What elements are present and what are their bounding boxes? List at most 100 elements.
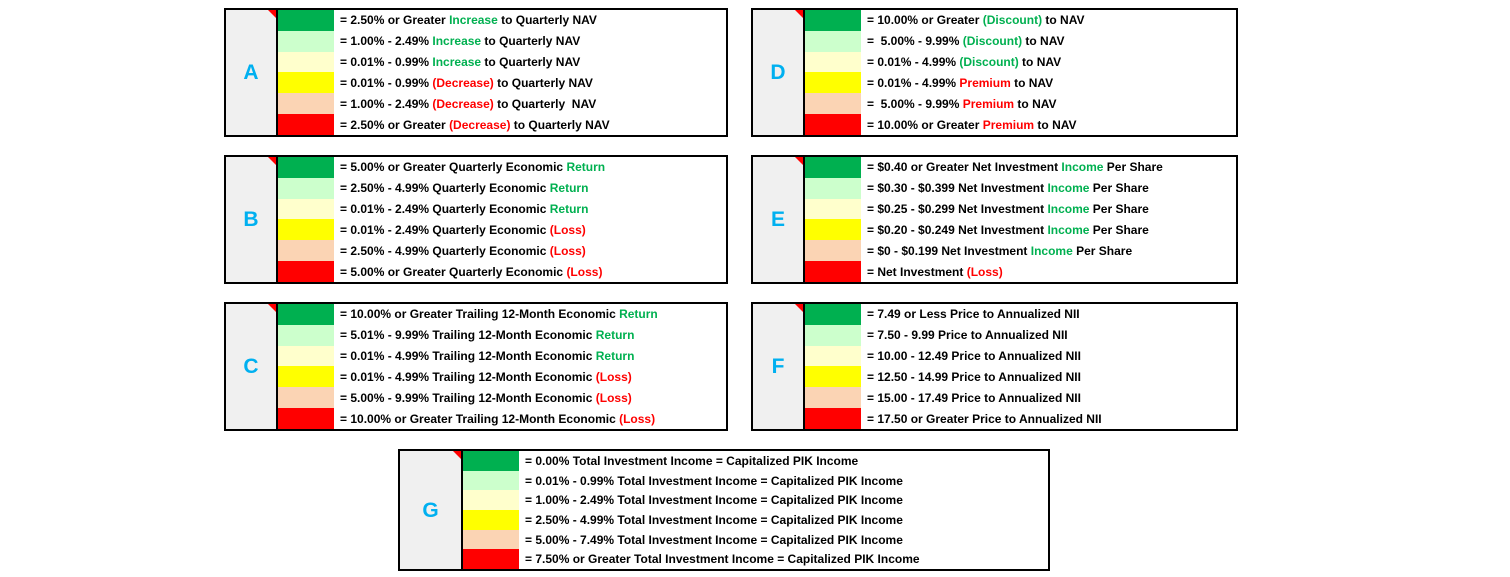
legend-text-segment: = 0.01% - 4.99% [867,75,960,90]
legend-panel-f: F = 7.49 or Less Price to Annualized NII =… [751,302,1238,431]
legend-row-text: = 7.50 - 9.99 Price to Annualized NII [861,325,1236,346]
green-swatch [278,304,334,325]
legend-row-text: = 0.01% - 4.99% Premium to NAV [861,72,1236,93]
legend-row-text: = 1.00% - 2.49% Total Investment Income … [519,490,1048,510]
legend-text-segment: = 2.50% - 4.99% Quarterly Economic [340,181,550,196]
legend-row-text: = $0 - $0.199 Net Investment Income Per … [861,240,1236,261]
legend-text-segment: = 5.01% - 9.99% Trailing 12-Month Econom… [340,328,596,343]
red-swatch [278,408,334,429]
yellow-swatch [463,510,519,530]
legend-row: = 0.01% - 2.49% Quarterly Economic (Loss… [278,219,726,241]
legend-text-segment: = 0.01% - 4.99% Trailing 12-Month Econom… [340,349,596,364]
panel-letter-cell: A [226,10,278,135]
legend-text-segment: Premium [982,117,1035,132]
legend-text-segment: = 7.49 or Less Price to Annualized NII [867,307,1080,322]
cream-swatch [805,51,861,73]
legend-text-segment: = 5.00% - 9.99% Trailing 12-Month Econom… [340,390,596,405]
legend-panel-a: A = 2.50% or Greater Increase to Quarterl… [224,8,728,137]
light-green-swatch [278,177,334,199]
legend-row: = 5.00% or Greater Quarterly Economic Re… [278,157,726,178]
legend-rows: = 10.00% or Greater Trailing 12-Month Ec… [278,304,726,429]
legend-row: = 15.00 - 17.49 Price to Annualized NII [805,387,1236,409]
green-swatch [463,451,519,471]
cream-swatch [463,490,519,511]
red-swatch [463,549,519,570]
legend-row-text: = 1.00% - 2.49% (Decrease) to Quarterly … [334,93,726,114]
cream-swatch [805,345,861,367]
legend-row: = 1.00% - 2.49% (Decrease) to Quarterly … [278,93,726,115]
legend-row: = 0.01% - 0.99% (Decrease) to Quarterly … [278,72,726,94]
red-swatch [278,261,334,282]
legend-row: = 10.00% or Greater Premium to NAV [805,114,1236,135]
legend-rows: = 10.00% or Greater (Discount) to NAV = 5… [805,10,1236,135]
legend-text-segment: Income [1047,202,1090,217]
peach-swatch [278,93,334,115]
legend-row-text: = $0.40 or Greater Net Investment Income… [861,157,1236,178]
legend-text-segment: = 10.00% or Greater Trailing 12-Month Ec… [340,307,620,322]
legend-row-text: = $0.30 - $0.399 Net Investment Income P… [861,178,1236,199]
legend-text-segment: = 10.00% or Greater Trailing 12-Month Ec… [340,411,620,426]
legend-row: = 0.01% - 4.99% Trailing 12-Month Econom… [278,366,726,388]
legend-row-text: = 7.49 or Less Price to Annualized NII [861,304,1236,325]
legend-row: = 1.00% - 2.49% Total Investment Income … [463,490,1048,511]
cream-swatch [805,198,861,220]
legend-row: = $0.25 - $0.299 Net Investment Income P… [805,198,1236,220]
panel-letter: F [771,355,785,378]
comment-marker-icon [795,304,803,312]
legend-row-text: = 10.00% or Greater Premium to NAV [861,114,1236,135]
peach-swatch [463,529,519,550]
legend-text-segment: Income [1047,222,1090,237]
legend-row-text: = 10.00% or Greater Trailing 12-Month Ec… [334,408,726,429]
legend-text-segment: Per Share [1089,181,1149,196]
legend-text-segment: Increase [432,34,482,49]
legend-row: = 2.50% - 4.99% Quarterly Economic (Loss… [278,240,726,262]
legend-text-segment: = 0.01% - 0.99% Total Investment Income … [525,473,903,488]
panel-letter: A [243,61,259,84]
legend-text-segment: Premium [962,96,1015,111]
legend-text-segment: to NAV [1014,96,1057,111]
panel-letter: B [243,208,259,231]
legend-text-segment: to Quarterly NAV [497,13,597,28]
legend-row: = 0.01% - 4.99% Premium to NAV [805,72,1236,94]
green-swatch [278,10,334,31]
green-swatch [278,157,334,178]
legend-row: = 2.50% or Greater Increase to Quarterly… [278,10,726,31]
comment-marker-icon [268,157,276,165]
legend-text-segment: = $0 - $0.199 Net Investment [867,243,1031,258]
legend-text-segment: (Loss) [595,390,632,405]
legend-row-text: = 2.50% or Greater Increase to Quarterly… [334,10,726,31]
panel-letter-cell: G [400,451,463,569]
panel-letter: G [422,498,439,522]
panel-letter-cell: D [753,10,805,135]
legend-row-text: = 0.01% - 2.49% Quarterly Economic (Loss… [334,219,726,240]
legend-rows: = 5.00% or Greater Quarterly Economic Re… [278,157,726,282]
legend-text-segment: to NAV [1042,13,1085,28]
legend-row-text: = 0.01% - 0.99% Increase to Quarterly NA… [334,52,726,73]
comment-marker-icon [268,10,276,18]
legend-text-segment: = Net Investment [867,264,967,279]
legend-text-segment: = 5.00% or Greater Quarterly Economic [340,264,567,279]
panel-letter-cell: B [226,157,278,282]
panel-letter: E [770,208,785,231]
legend-rows: = 0.00% Total Investment Income = Capita… [463,451,1048,570]
legend-text-segment: = $0.20 - $0.249 Net Investment [867,222,1048,237]
legend-row: = 0.01% - 0.99% Total Investment Income … [463,470,1048,491]
legend-row: = 2.50% or Greater (Decrease) to Quarter… [278,114,726,135]
legend-text-segment: Per Share [1072,243,1133,258]
light-green-swatch [805,30,861,52]
legend-text-segment: = 0.01% - 4.99% Trailing 12-Month Econom… [340,369,596,384]
panel-letter-cell: F [753,304,805,429]
legend-row-text: = 2.50% - 4.99% Total Investment Income … [519,510,1048,530]
light-green-swatch [805,324,861,346]
legend-row-text: = $0.25 - $0.299 Net Investment Income P… [861,199,1236,220]
legend-text-segment: = 0.01% - 0.99% [340,55,433,70]
legend-text-segment: = 10.00% or Greater [867,13,983,28]
legend-row: = $0 - $0.199 Net Investment Income Per … [805,240,1236,262]
legend-row-text: = 5.01% - 9.99% Trailing 12-Month Econom… [334,325,726,346]
legend-text-segment: Return [595,349,635,364]
legend-text-segment: (Loss) [549,243,586,258]
legend-row: = 2.50% - 4.99% Quarterly Economic Retur… [278,177,726,199]
legend-text-segment: Income [1061,160,1104,175]
yellow-swatch [278,366,334,388]
